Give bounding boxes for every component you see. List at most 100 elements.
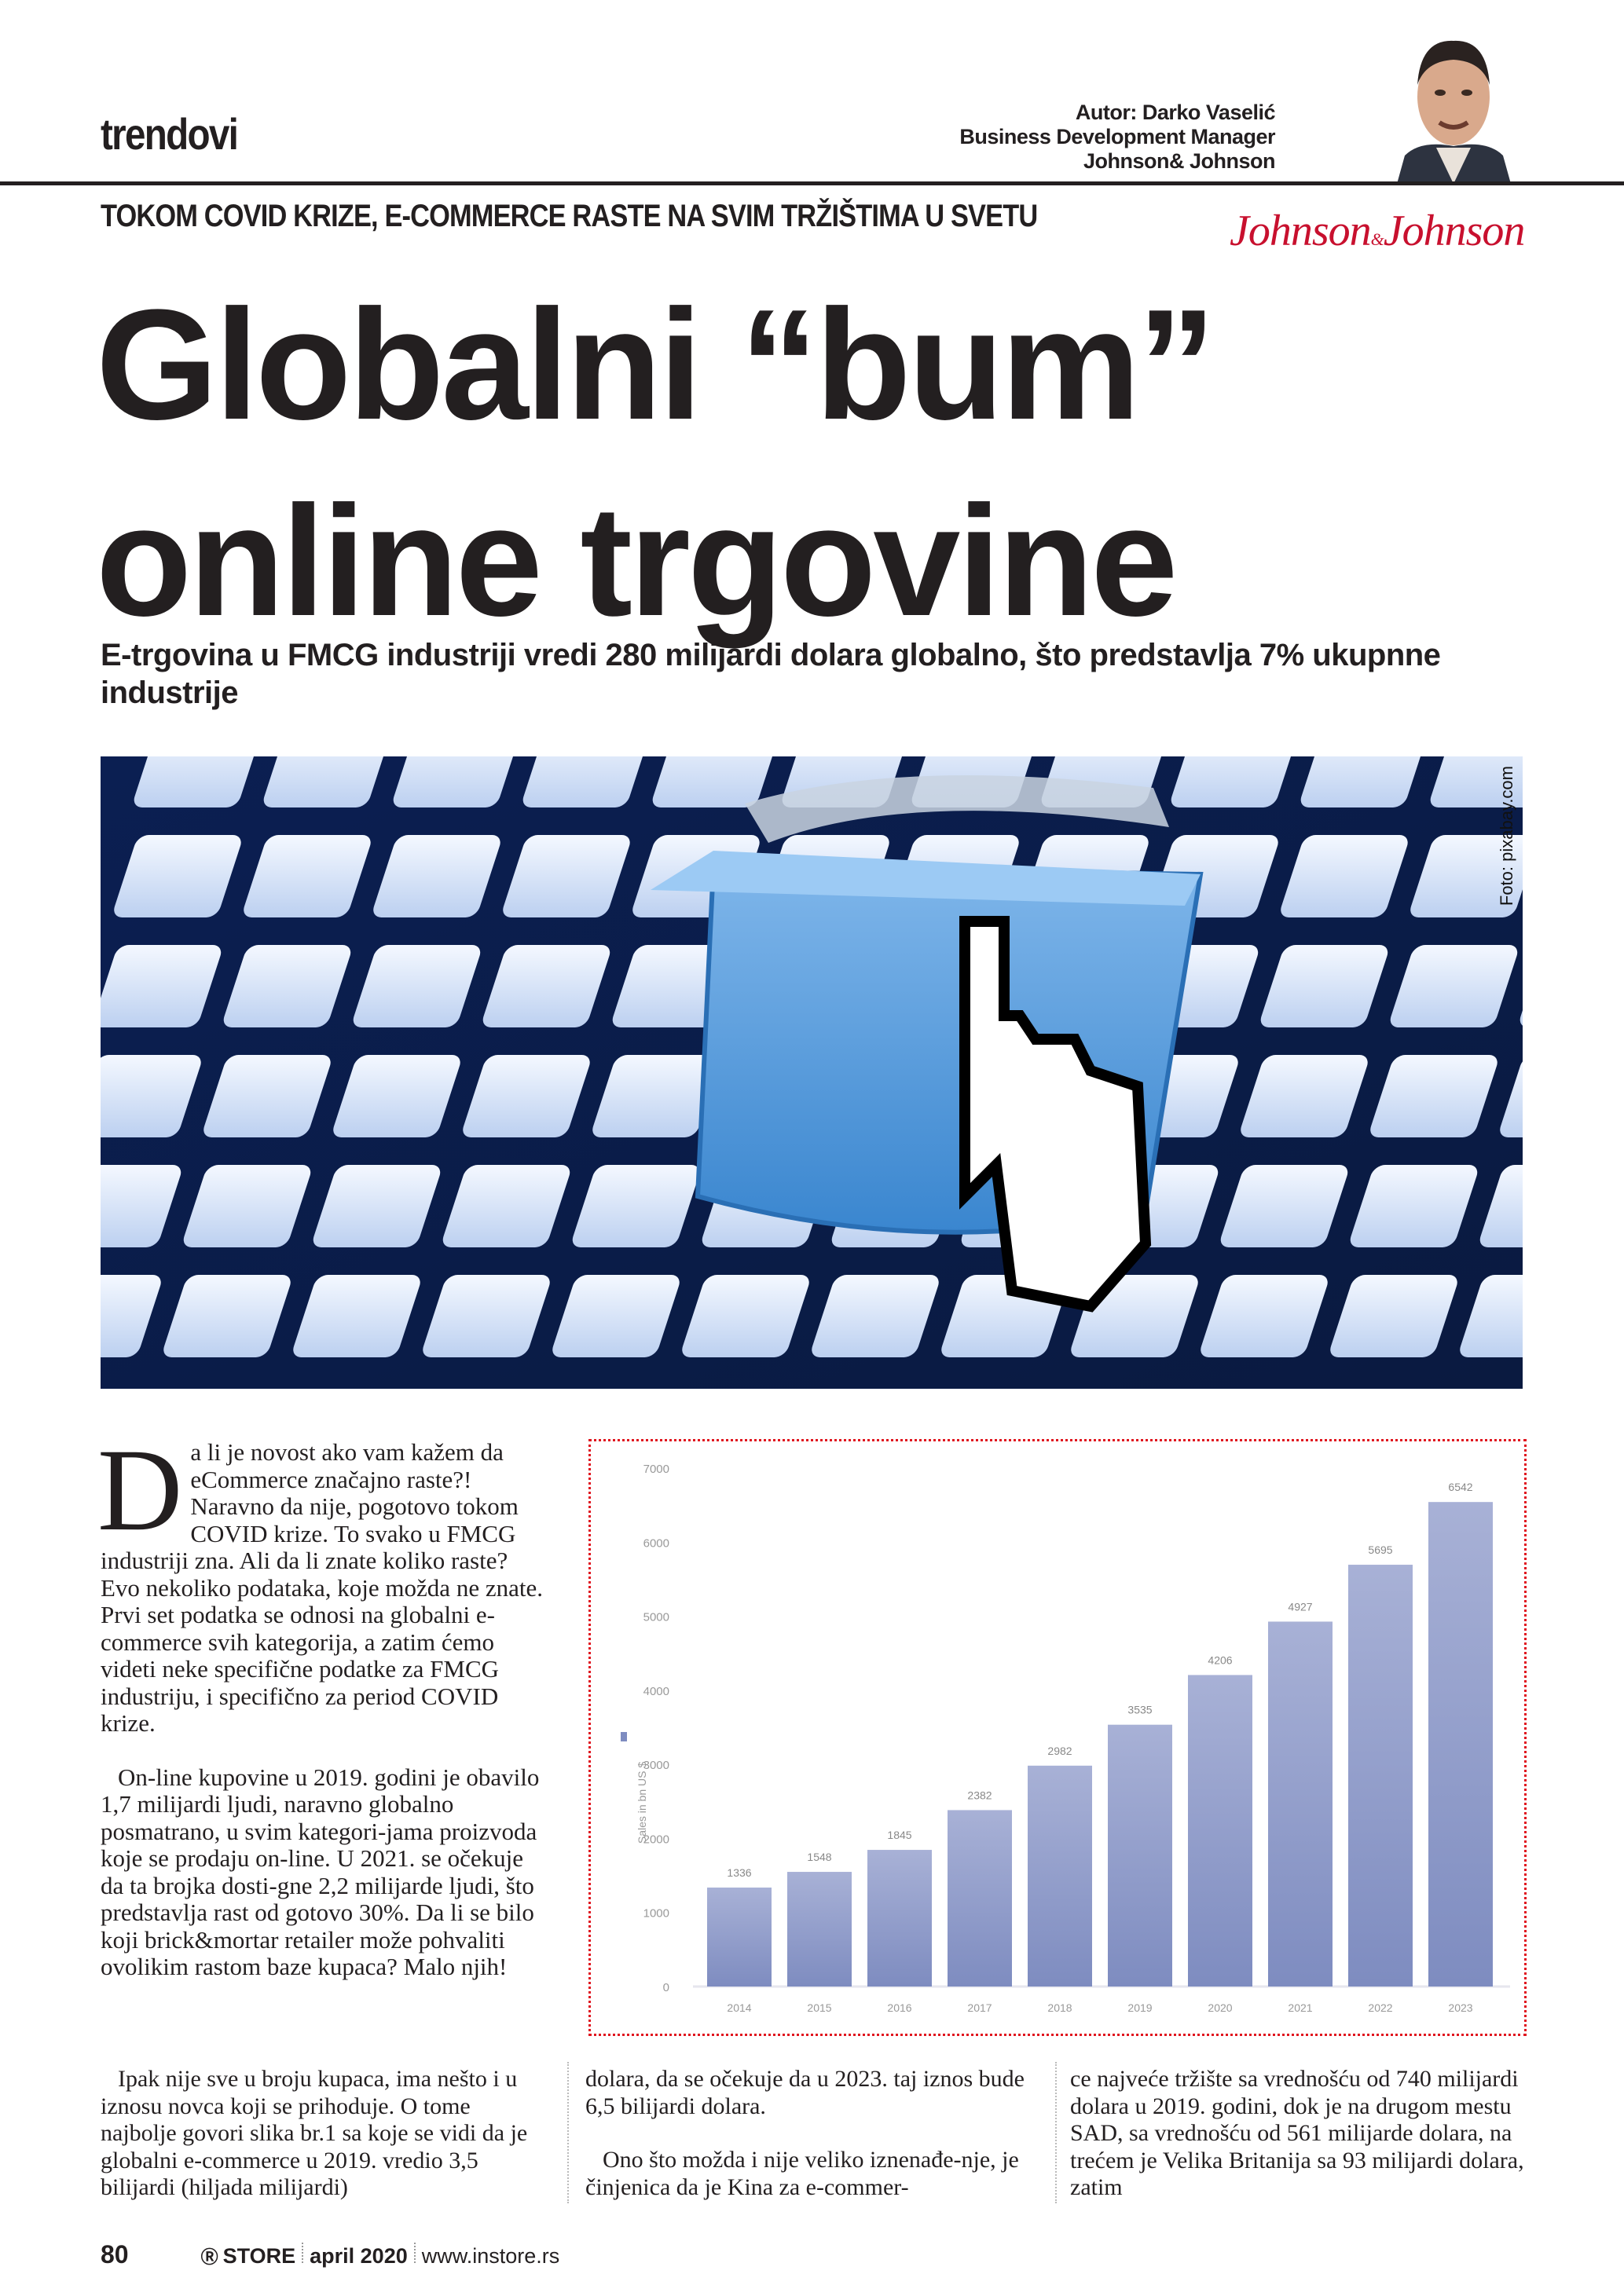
keyboard-key: [442, 1165, 570, 1247]
keyboard-key: [101, 1165, 181, 1247]
bar-chart-svg: 0 1000 2000 3000 4000 5000 6000 7000 Sales in bn…: [621, 1463, 1510, 2014]
keyboard-key: [101, 1055, 201, 1137]
header-rule: [0, 181, 1624, 185]
y-tick-label: 4000: [643, 1685, 669, 1698]
website-link[interactable]: www.instore.rs: [421, 2244, 560, 2268]
bar-value-label: 1336: [727, 1866, 751, 1879]
drop-cap: D: [97, 1425, 183, 1555]
bar-2023: [1428, 1502, 1493, 1987]
bar-value-label: 2982: [1047, 1745, 1072, 1757]
bar-2015: [787, 1872, 852, 1987]
divider: [302, 2243, 304, 2263]
divider: [413, 2243, 416, 2263]
keyboard-key: [1241, 1055, 1368, 1137]
keyboard-key: [353, 945, 481, 1027]
author-name: Autor: Darko Vaselić: [1075, 101, 1276, 124]
keyboard-key: [313, 1165, 441, 1247]
bar-2014: [707, 1888, 772, 1987]
keyboard-key: [1479, 1165, 1523, 1247]
keyboard-key: [1390, 945, 1518, 1027]
y-tick-label: 5000: [643, 1611, 669, 1624]
keyboard-key: [1171, 756, 1299, 807]
article-column-bottom-2: dolara, da se očekuje da u 2023. taj izn…: [585, 2066, 1041, 2228]
keyboard-key: [1201, 1275, 1328, 1357]
keyboard-key: [114, 835, 241, 917]
paragraph-4: Ono što možda i nije veliko iznenađe-nje…: [585, 2147, 1019, 2200]
article-column-bottom-3: ce najveće tržište sa vrednošću od 740 m…: [1070, 2066, 1526, 2228]
keyboard-key: [1410, 835, 1523, 917]
y-axis-label: Sales in bn US $: [636, 1762, 648, 1844]
bar-value-label: 3535: [1127, 1704, 1152, 1716]
keyboard-key: [333, 1055, 460, 1137]
bar-value-label: 2382: [967, 1789, 992, 1801]
keyboard-key: [1370, 1055, 1498, 1137]
keyboard-key: [682, 1275, 809, 1357]
keyboard-key: [1281, 835, 1408, 917]
keyboard-key: [572, 1165, 700, 1247]
bar-2016: [867, 1850, 932, 1987]
keyboard-key: [552, 1275, 680, 1357]
keyboard-key: [223, 945, 351, 1027]
x-tick-label: 2021: [1288, 2001, 1312, 2014]
bar-value-label: 6542: [1448, 1481, 1472, 1493]
magazine-name: STORE: [222, 2244, 296, 2268]
author-photo: [1389, 30, 1519, 184]
bar-value-label: 1548: [807, 1851, 831, 1863]
y-tick-label: 3000: [643, 1759, 669, 1772]
bar-value-label: 4206: [1208, 1653, 1232, 1666]
keyboard-key: [373, 835, 500, 917]
x-tick-label: 2016: [887, 2001, 911, 2014]
bar-2022: [1348, 1565, 1413, 1987]
keyboard-key: [393, 756, 521, 807]
y-tick-label: 0: [663, 1981, 669, 1994]
keyboard-key: [1300, 756, 1428, 807]
bar-2017: [948, 1810, 1012, 1987]
article-title: Globalni “bum” online trgovine: [96, 267, 1216, 660]
paragraph-3-cont: dolara, da se očekuje da u 2023. taj izn…: [585, 2066, 1025, 2119]
column-divider: [567, 2062, 569, 2203]
instore-logo-icon: Ⓡ: [200, 2247, 218, 2267]
keyboard-key: [423, 1275, 550, 1357]
y-tick-label: 2000: [643, 1833, 669, 1846]
y-tick-label: 6000: [643, 1536, 669, 1550]
bar-2021: [1268, 1621, 1333, 1987]
legend-swatch: [621, 1732, 627, 1741]
bar-value-label: 5695: [1368, 1543, 1392, 1556]
keyboard-key: [463, 1055, 590, 1137]
keyboard-key: [183, 1165, 311, 1247]
paragraph-3: Ipak nije sve u broju kupaca, ima nešto …: [101, 2066, 528, 2200]
x-tick-label: 2020: [1208, 2001, 1232, 2014]
keyboard-key: [482, 945, 610, 1027]
keyboard-key: [1350, 1165, 1478, 1247]
johnson-johnson-logo: Johnson&Johnson: [1230, 207, 1525, 255]
ecommerce-sales-chart: 0 1000 2000 3000 4000 5000 6000 7000 Sales in bn…: [588, 1439, 1527, 2036]
author-block: Autor: Darko Vaselić Business Developmen…: [959, 101, 1275, 174]
photo-credit: Foto: pixabay.com: [1497, 766, 1516, 906]
column-divider: [1055, 2062, 1057, 2203]
x-tick-label: 2019: [1127, 2001, 1152, 2014]
keyboard-key: [592, 1055, 720, 1137]
keyboard-key: [1260, 945, 1388, 1027]
keyboard-key: [652, 756, 780, 807]
bar-2018: [1028, 1765, 1092, 1987]
paragraph-4-cont: ce najveće tržište sa vrednošću od 740 m…: [1070, 2066, 1524, 2200]
bar-2019: [1108, 1724, 1172, 1987]
article-kicker: TOKOM COVID KRIZE, E-COMMERCE RASTE NA S…: [101, 199, 1038, 233]
x-tick-label: 2023: [1448, 2001, 1472, 2014]
keyboard-key: [1220, 1165, 1348, 1247]
keyboard-key: [203, 1055, 331, 1137]
keyboard-key: [522, 756, 651, 807]
keyboard-key: [503, 835, 630, 917]
y-tick-label: 7000: [643, 1463, 669, 1476]
paragraph-intro: a li je novost ako vam kažem da eCommerc…: [101, 1438, 543, 1737]
x-tick-label: 2014: [727, 2001, 751, 2014]
page-number: 80: [101, 2240, 129, 2269]
keyboard-key: [812, 1275, 939, 1357]
page-footer: 80 Ⓡ STORE april 2020 www.instore.rs: [101, 2240, 559, 2269]
x-tick-label: 2017: [967, 2001, 992, 2014]
keyboard-key: [163, 1275, 291, 1357]
bar-2020: [1188, 1675, 1252, 1987]
y-tick-label: 1000: [643, 1907, 669, 1921]
title-line-2: online trgovine: [96, 474, 1178, 649]
